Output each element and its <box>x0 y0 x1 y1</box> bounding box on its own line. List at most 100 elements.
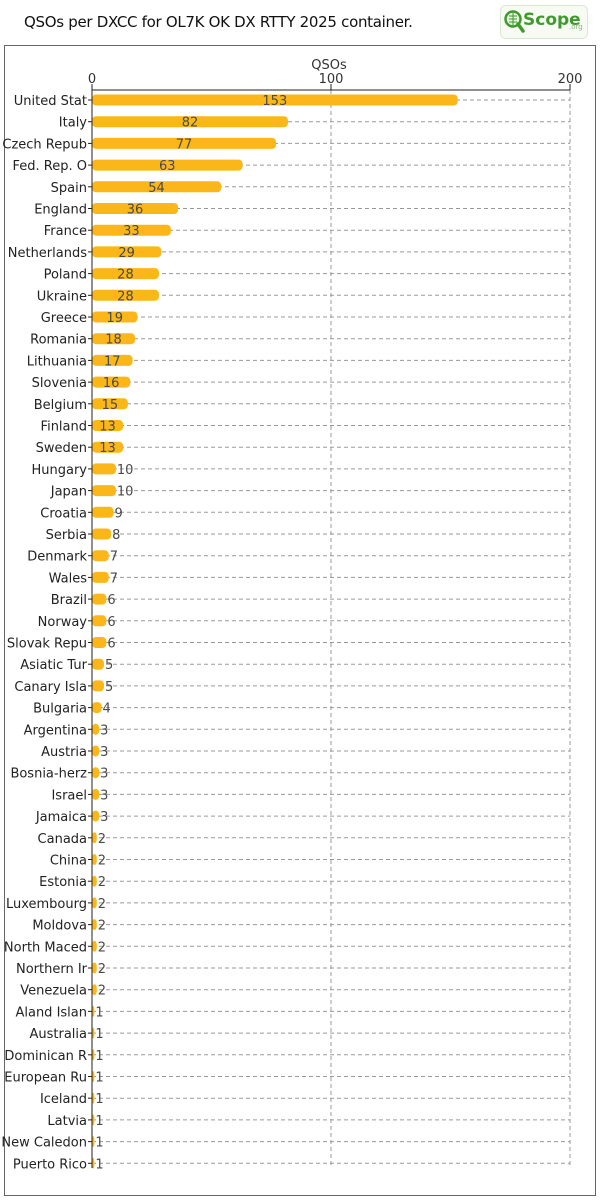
bar <box>92 181 222 193</box>
bar <box>92 1071 95 1082</box>
y-tick-label: Serbia <box>46 528 87 543</box>
bar-value-label: 2 <box>98 854 106 869</box>
y-tick-label: Belgium <box>34 398 87 413</box>
y-tick-label: Luxembourg <box>6 897 87 912</box>
y-tick-label: Slovenia <box>32 376 87 391</box>
bar <box>92 333 136 345</box>
y-tick-label: Spain <box>51 181 87 196</box>
bar-value-label: 6 <box>107 615 115 630</box>
bar-value-label: 5 <box>105 680 113 695</box>
y-tick-label: Canary Isla <box>14 680 87 695</box>
bar-value-label: 1 <box>95 1114 103 1129</box>
y-tick-label: Dominican R <box>4 1049 87 1064</box>
bar-value-label: 4 <box>103 702 111 717</box>
y-tick-label: North Maced <box>4 940 87 955</box>
bar-value-label: 13 <box>99 441 116 456</box>
y-tick-label: Bosnia-herz <box>10 767 87 782</box>
bar <box>92 203 179 214</box>
bar <box>92 376 131 388</box>
y-tick-label: Romania <box>30 333 87 348</box>
bar <box>92 1092 95 1104</box>
bar <box>92 289 159 301</box>
bar-value-label: 7 <box>110 550 118 565</box>
bar-value-label: 2 <box>98 897 106 912</box>
bar-value-label: 1 <box>95 1049 103 1064</box>
y-tick-label: European Ru <box>4 1071 87 1086</box>
y-tick-label: Iceland <box>40 1092 87 1107</box>
bar-value-label: 54 <box>148 181 165 196</box>
y-tick-label: Sweden <box>36 441 87 456</box>
bar <box>92 854 97 865</box>
y-tick-label: Lithuania <box>27 354 87 369</box>
y-tick-label: Canada <box>38 832 87 847</box>
bar-value-label: 19 <box>106 311 123 326</box>
bar <box>92 94 458 106</box>
y-tick-label: Croatia <box>40 506 87 521</box>
bar <box>92 1005 95 1017</box>
bar <box>92 615 107 627</box>
y-tick-label: Israel <box>51 788 87 803</box>
y-tick-label: Venezuela <box>20 984 87 999</box>
bar <box>92 897 97 909</box>
bar-value-label: 2 <box>98 962 106 977</box>
bar <box>92 702 102 714</box>
y-tick-label: Argentina <box>24 723 87 738</box>
y-tick-label: Ukraine <box>37 289 87 304</box>
bar <box>92 832 97 844</box>
y-tick-label: China <box>50 854 87 869</box>
bar-value-label: 3 <box>100 788 108 803</box>
y-tick-label: Australia <box>29 1027 87 1042</box>
bar-value-label: 33 <box>123 224 140 239</box>
y-tick-label: Asiatic Tur <box>20 658 87 673</box>
chart-title: QSOs per DXCC for OL7K OK DX RTTY 2025 c… <box>24 13 413 31</box>
bar <box>92 1027 95 1039</box>
logo-suffix: .org <box>569 23 583 31</box>
bar <box>92 420 124 431</box>
bar-value-label: 17 <box>104 354 121 369</box>
bar <box>92 940 97 952</box>
bar <box>92 1114 95 1126</box>
y-tick-label: Slovak Repu <box>7 637 87 652</box>
bar-value-label: 36 <box>127 203 144 218</box>
bar <box>92 550 109 562</box>
bar-value-label: 3 <box>100 767 108 782</box>
y-tick-label: Denmark <box>27 550 87 565</box>
y-tick-label: Norway <box>38 615 88 630</box>
bar-value-label: 3 <box>100 723 108 738</box>
bar-value-label: 10 <box>117 485 134 500</box>
bar <box>92 1049 95 1061</box>
bar <box>92 919 97 931</box>
y-tick-label: Wales <box>49 571 88 586</box>
y-tick-label: Aland Islan <box>15 1005 87 1020</box>
bar <box>92 767 100 779</box>
bar-value-label: 15 <box>102 398 119 413</box>
bar <box>92 680 104 692</box>
bar <box>92 506 114 518</box>
magnifier-icon <box>504 10 525 33</box>
bar-value-label: 28 <box>117 289 134 304</box>
y-tick-label: United Stat <box>14 94 87 109</box>
bar <box>92 463 116 475</box>
bar-value-label: 2 <box>98 919 106 934</box>
y-tick-label: England <box>34 203 87 218</box>
y-tick-label: Puerto Rico <box>13 1157 87 1172</box>
bar <box>92 311 138 323</box>
bar-value-label: 6 <box>107 637 115 652</box>
bar-value-label: 82 <box>182 116 199 131</box>
bar-value-label: 2 <box>98 832 106 847</box>
chart-frame <box>4 45 596 1196</box>
bar <box>92 658 104 670</box>
y-tick-label: Japan <box>50 485 87 500</box>
x-tick-label: 0 <box>88 72 96 87</box>
y-tick-label: Netherlands <box>8 246 87 261</box>
bar-value-label: 1 <box>95 1092 103 1107</box>
bar-value-label: 1 <box>95 1136 103 1151</box>
qrzscope-logo[interactable]: Scope .org <box>500 5 588 39</box>
y-tick-label: Estonia <box>39 875 87 890</box>
bar <box>92 875 97 887</box>
y-tick-label: Bulgaria <box>33 702 87 717</box>
bar-value-label: 1 <box>95 1157 103 1172</box>
bar-value-label: 9 <box>115 506 123 521</box>
x-axis-label: QSOs <box>311 58 347 73</box>
y-tick-label: Czech Repub <box>2 137 87 152</box>
